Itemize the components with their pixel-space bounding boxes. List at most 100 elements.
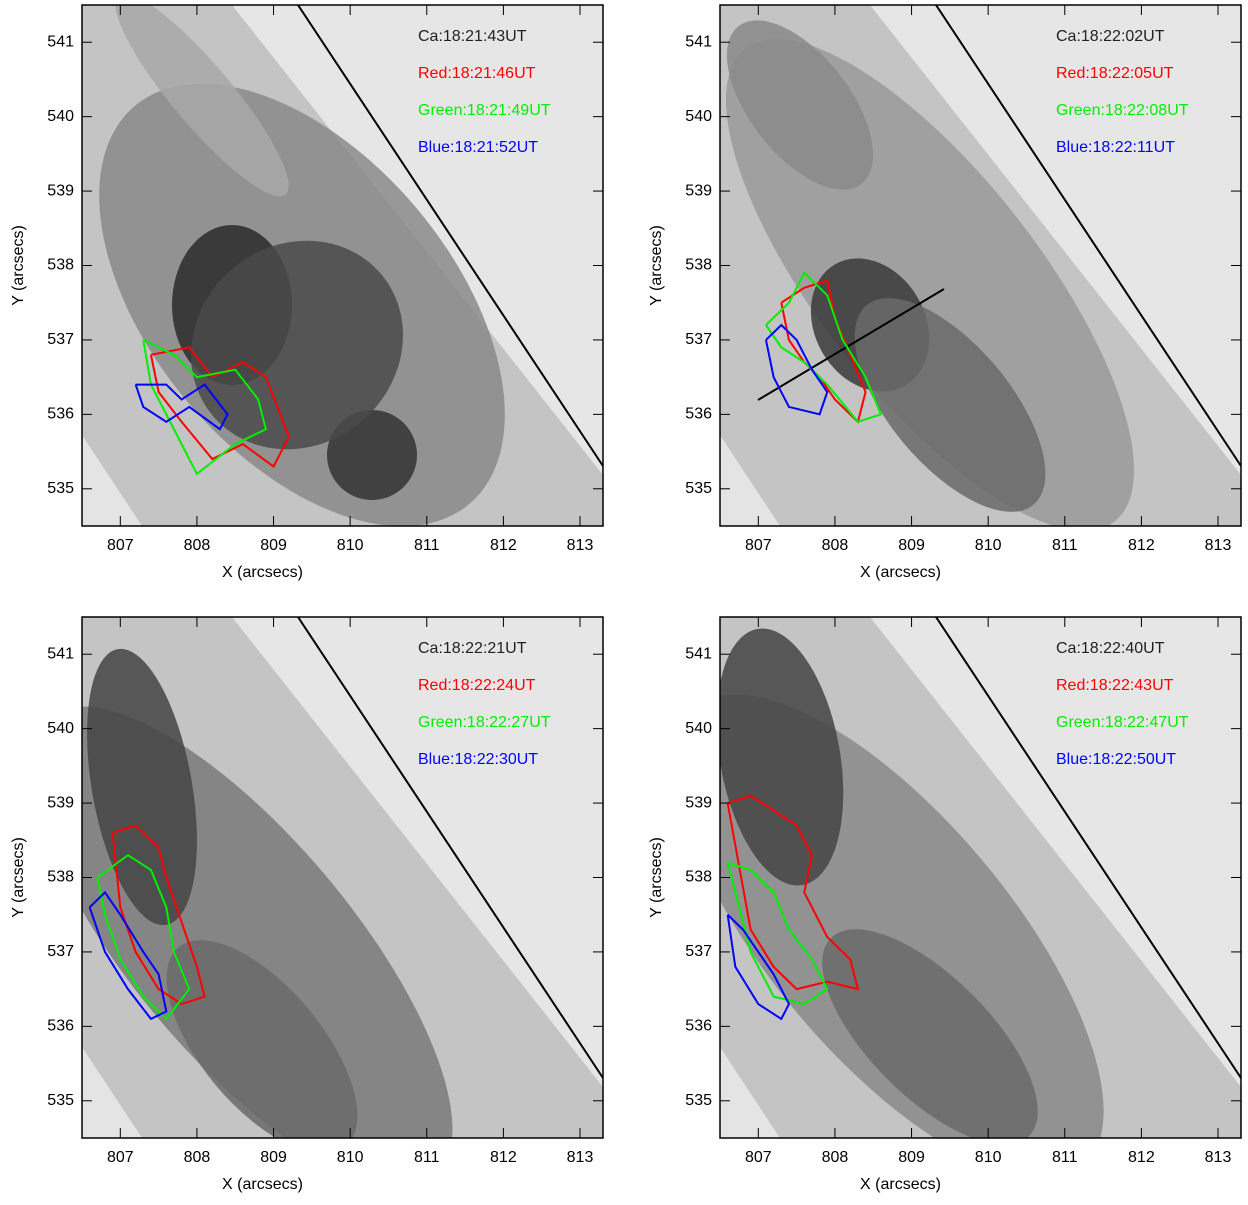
x-tick-label: 810 bbox=[337, 1149, 364, 1166]
contour bbox=[726, 913, 791, 1021]
x-tick-label: 811 bbox=[414, 1149, 440, 1166]
panel: Red:18:22:43UT Green:18:22:47UT Blue:18:22… bbox=[648, 616, 1242, 1193]
contour bbox=[780, 279, 867, 424]
legend-entry: Red:18:22:05UT bbox=[1056, 65, 1174, 82]
y-tick-label: 540 bbox=[685, 108, 712, 125]
y-tick-label: 539 bbox=[685, 182, 712, 199]
legend-entry: Green:18:21:49UT bbox=[418, 102, 551, 119]
legend-entry: Blue:18:22:50UT bbox=[1056, 751, 1176, 768]
y-tick-label: 538 bbox=[47, 257, 74, 274]
x-tick-label: 808 bbox=[184, 537, 211, 554]
image-blob bbox=[166, 940, 358, 1138]
image-edge bbox=[82, 1047, 142, 1138]
legend-entry: Blue:18:22:11UT bbox=[1056, 139, 1175, 156]
legend-entry: Green:18:22:27UT bbox=[418, 714, 551, 731]
y-tick-label: 541 bbox=[47, 33, 74, 50]
y-axis-label: Y (arcsecs) bbox=[648, 225, 665, 306]
limb-line bbox=[935, 5, 1241, 467]
x-tick-label: 808 bbox=[184, 1149, 211, 1166]
y-tick-label: 538 bbox=[47, 869, 74, 886]
contour bbox=[142, 339, 268, 476]
x-tick-label: 808 bbox=[822, 537, 849, 554]
x-tick-label: 811 bbox=[1052, 537, 1078, 554]
x-tick-label: 807 bbox=[107, 1149, 134, 1166]
contour bbox=[111, 824, 206, 1006]
x-tick-label: 812 bbox=[490, 537, 517, 554]
legend-entry: Red:18:22:24UT bbox=[418, 677, 536, 694]
limb-line bbox=[935, 617, 1241, 1079]
y-tick-label: 536 bbox=[685, 406, 712, 423]
x-tick-label: 808 bbox=[822, 1149, 849, 1166]
image-label: Ca:18:21:43UT bbox=[418, 28, 527, 45]
y-tick-label: 538 bbox=[685, 257, 712, 274]
contour bbox=[88, 890, 168, 1021]
x-tick-label: 807 bbox=[107, 537, 134, 554]
x-tick-label: 809 bbox=[260, 1149, 287, 1166]
y-tick-label: 540 bbox=[47, 108, 74, 125]
image-blob bbox=[720, 628, 844, 886]
panel: Red:18:22:05UT Green:18:22:08UT Blue:18:22… bbox=[648, 4, 1242, 581]
y-axis-label: Y (arcsecs) bbox=[10, 225, 27, 306]
y-tick-label: 541 bbox=[685, 645, 712, 662]
image-edge bbox=[720, 1047, 780, 1138]
image-blob bbox=[822, 929, 1038, 1138]
image-edge bbox=[720, 435, 780, 526]
contour bbox=[726, 861, 829, 1006]
image-bright bbox=[232, 617, 603, 1087]
image-label: Ca:18:22:02UT bbox=[1056, 28, 1165, 45]
x-tick-label: 811 bbox=[1052, 1149, 1078, 1166]
image-blob bbox=[327, 410, 417, 500]
x-tick-label: 809 bbox=[898, 537, 925, 554]
contour bbox=[764, 323, 829, 416]
x-axis-label: X (arcsecs) bbox=[222, 1176, 303, 1193]
y-tick-label: 535 bbox=[47, 480, 74, 497]
contour bbox=[149, 346, 290, 468]
y-tick-label: 537 bbox=[685, 943, 712, 960]
y-tick-label: 539 bbox=[47, 794, 74, 811]
image-bright bbox=[870, 5, 1241, 475]
x-tick-label: 810 bbox=[337, 537, 364, 554]
y-tick-label: 536 bbox=[47, 1018, 74, 1035]
image bbox=[720, 5, 1241, 526]
image bbox=[82, 617, 603, 1138]
x-tick-label: 812 bbox=[490, 1149, 517, 1166]
image-edge bbox=[82, 435, 142, 526]
legend-entry: Green:18:22:47UT bbox=[1056, 714, 1189, 731]
y-tick-label: 537 bbox=[685, 331, 712, 348]
image-label: Ca:18:22:21UT bbox=[418, 640, 527, 657]
y-tick-label: 539 bbox=[685, 794, 712, 811]
x-tick-label: 809 bbox=[898, 1149, 925, 1166]
image bbox=[82, 5, 603, 526]
slit-line bbox=[757, 288, 945, 401]
panel: Red:18:22:24UT Green:18:22:27UT Blue:18:22… bbox=[10, 616, 604, 1193]
limb-line bbox=[297, 617, 603, 1079]
x-tick-label: 812 bbox=[1128, 1149, 1155, 1166]
limb-line bbox=[297, 5, 603, 467]
image-blob bbox=[854, 298, 1046, 512]
legend-entry: Red:18:22:43UT bbox=[1056, 677, 1174, 694]
x-tick-label: 810 bbox=[975, 1149, 1002, 1166]
image bbox=[720, 617, 1241, 1138]
y-tick-label: 536 bbox=[685, 1018, 712, 1035]
y-tick-label: 535 bbox=[685, 1092, 712, 1109]
y-tick-label: 536 bbox=[47, 406, 74, 423]
contour bbox=[134, 383, 229, 431]
contour bbox=[765, 271, 883, 423]
x-tick-label: 807 bbox=[745, 537, 772, 554]
y-tick-label: 540 bbox=[47, 720, 74, 737]
image-blob bbox=[115, 5, 289, 197]
y-tick-label: 540 bbox=[685, 720, 712, 737]
y-tick-label: 541 bbox=[47, 645, 74, 662]
x-tick-label: 812 bbox=[1128, 537, 1155, 554]
x-tick-label: 810 bbox=[975, 537, 1002, 554]
y-tick-label: 535 bbox=[47, 1092, 74, 1109]
x-axis-label: X (arcsecs) bbox=[860, 564, 941, 581]
y-tick-label: 539 bbox=[47, 182, 74, 199]
x-tick-label: 813 bbox=[1205, 1149, 1232, 1166]
legend-entry: Blue:18:21:52UT bbox=[418, 139, 538, 156]
y-tick-label: 537 bbox=[47, 943, 74, 960]
image-bright bbox=[870, 617, 1241, 1087]
contour bbox=[96, 853, 191, 1021]
legend-entry: Red:18:21:46UT bbox=[418, 65, 536, 82]
